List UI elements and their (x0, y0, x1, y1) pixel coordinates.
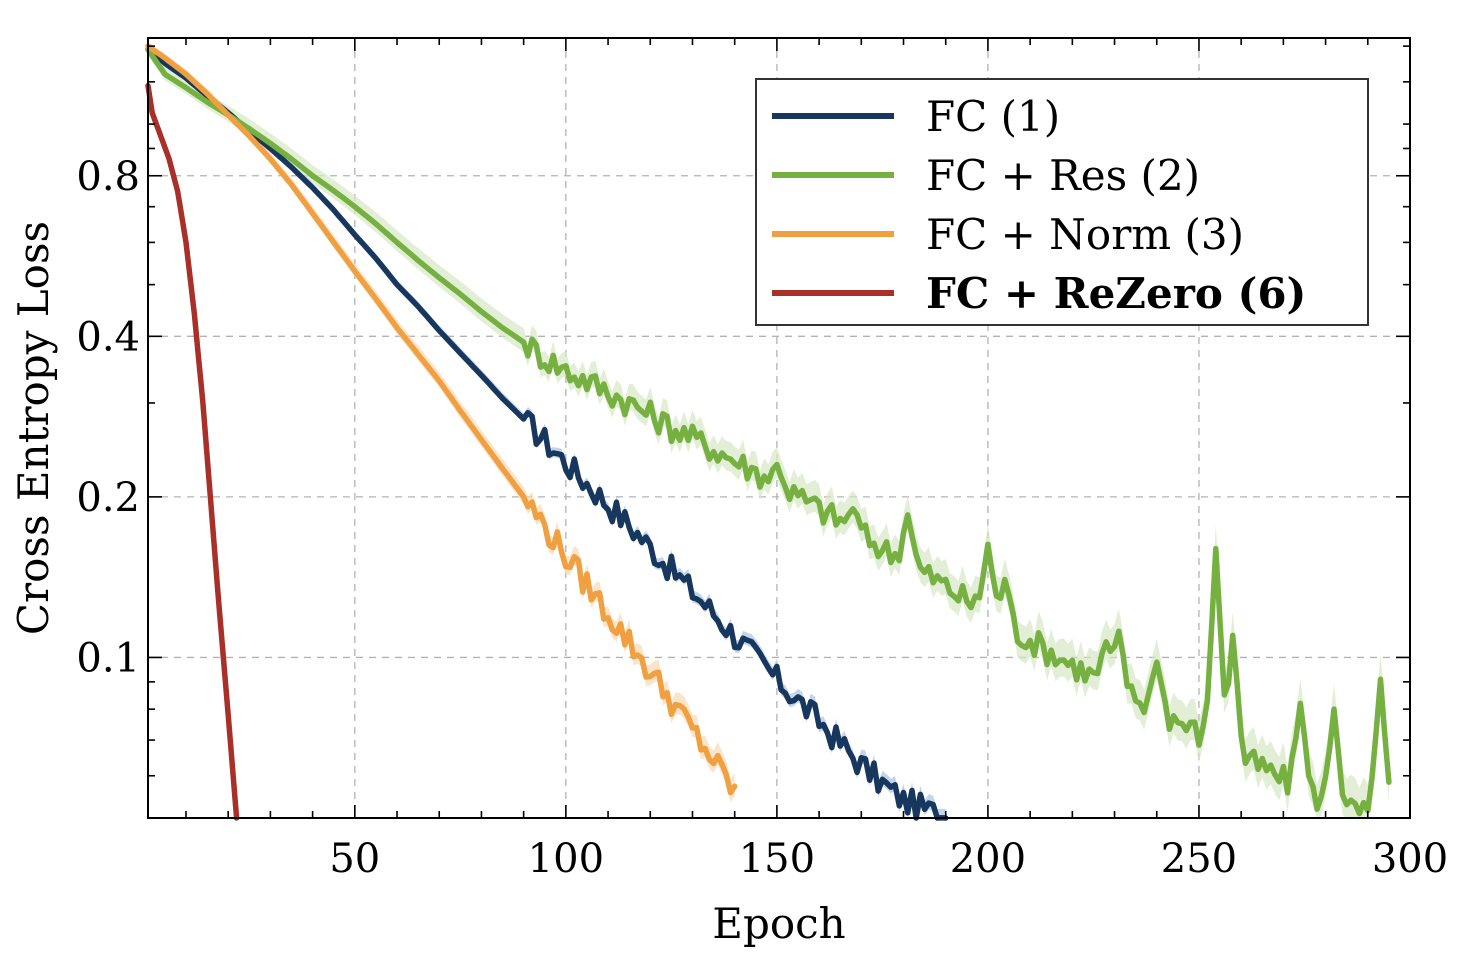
legend-label: FC + ReZero (6) (926, 269, 1306, 318)
legend-label: FC + Res (2) (926, 151, 1200, 200)
y-axis-title: Cross Entropy Loss (9, 221, 58, 635)
x-tick-label: 250 (1161, 836, 1237, 882)
series-line (145, 46, 949, 821)
series-line (145, 43, 738, 796)
series-lines (145, 43, 1392, 821)
plot-frame (147, 37, 1411, 819)
y-tick-label: 0.1 (76, 635, 140, 681)
legend-label: FC (1) (926, 92, 1060, 141)
legend-label: FC + Norm (3) (926, 210, 1244, 259)
x-tick-label: 300 (1372, 836, 1448, 882)
x-tick-label: 100 (528, 836, 604, 882)
x-tick-label: 50 (329, 836, 380, 882)
y-tick-labels: 0.1 0.2 0.4 0.8 (76, 154, 140, 682)
y-tick-label: 0.4 (76, 314, 140, 360)
axis-ticks (148, 38, 1411, 818)
y-tick-label: 0.2 (76, 475, 140, 521)
legend: FC (1) FC + Res (2) FC + Norm (3) FC + ReZe… (755, 78, 1369, 326)
legend-box (755, 78, 1369, 326)
legend-entries: FC (1) FC + Res (2) FC + Norm (3) FC + ReZe… (772, 92, 1306, 318)
series-line (145, 46, 1392, 817)
x-axis-title: Epoch (712, 899, 845, 948)
series-line (145, 82, 240, 821)
x-tick-labels: 50 100 150 200 250 300 (329, 836, 1448, 882)
x-tick-label: 200 (950, 836, 1026, 882)
y-tick-label: 0.8 (76, 154, 140, 200)
x-tick-label: 150 (739, 836, 815, 882)
